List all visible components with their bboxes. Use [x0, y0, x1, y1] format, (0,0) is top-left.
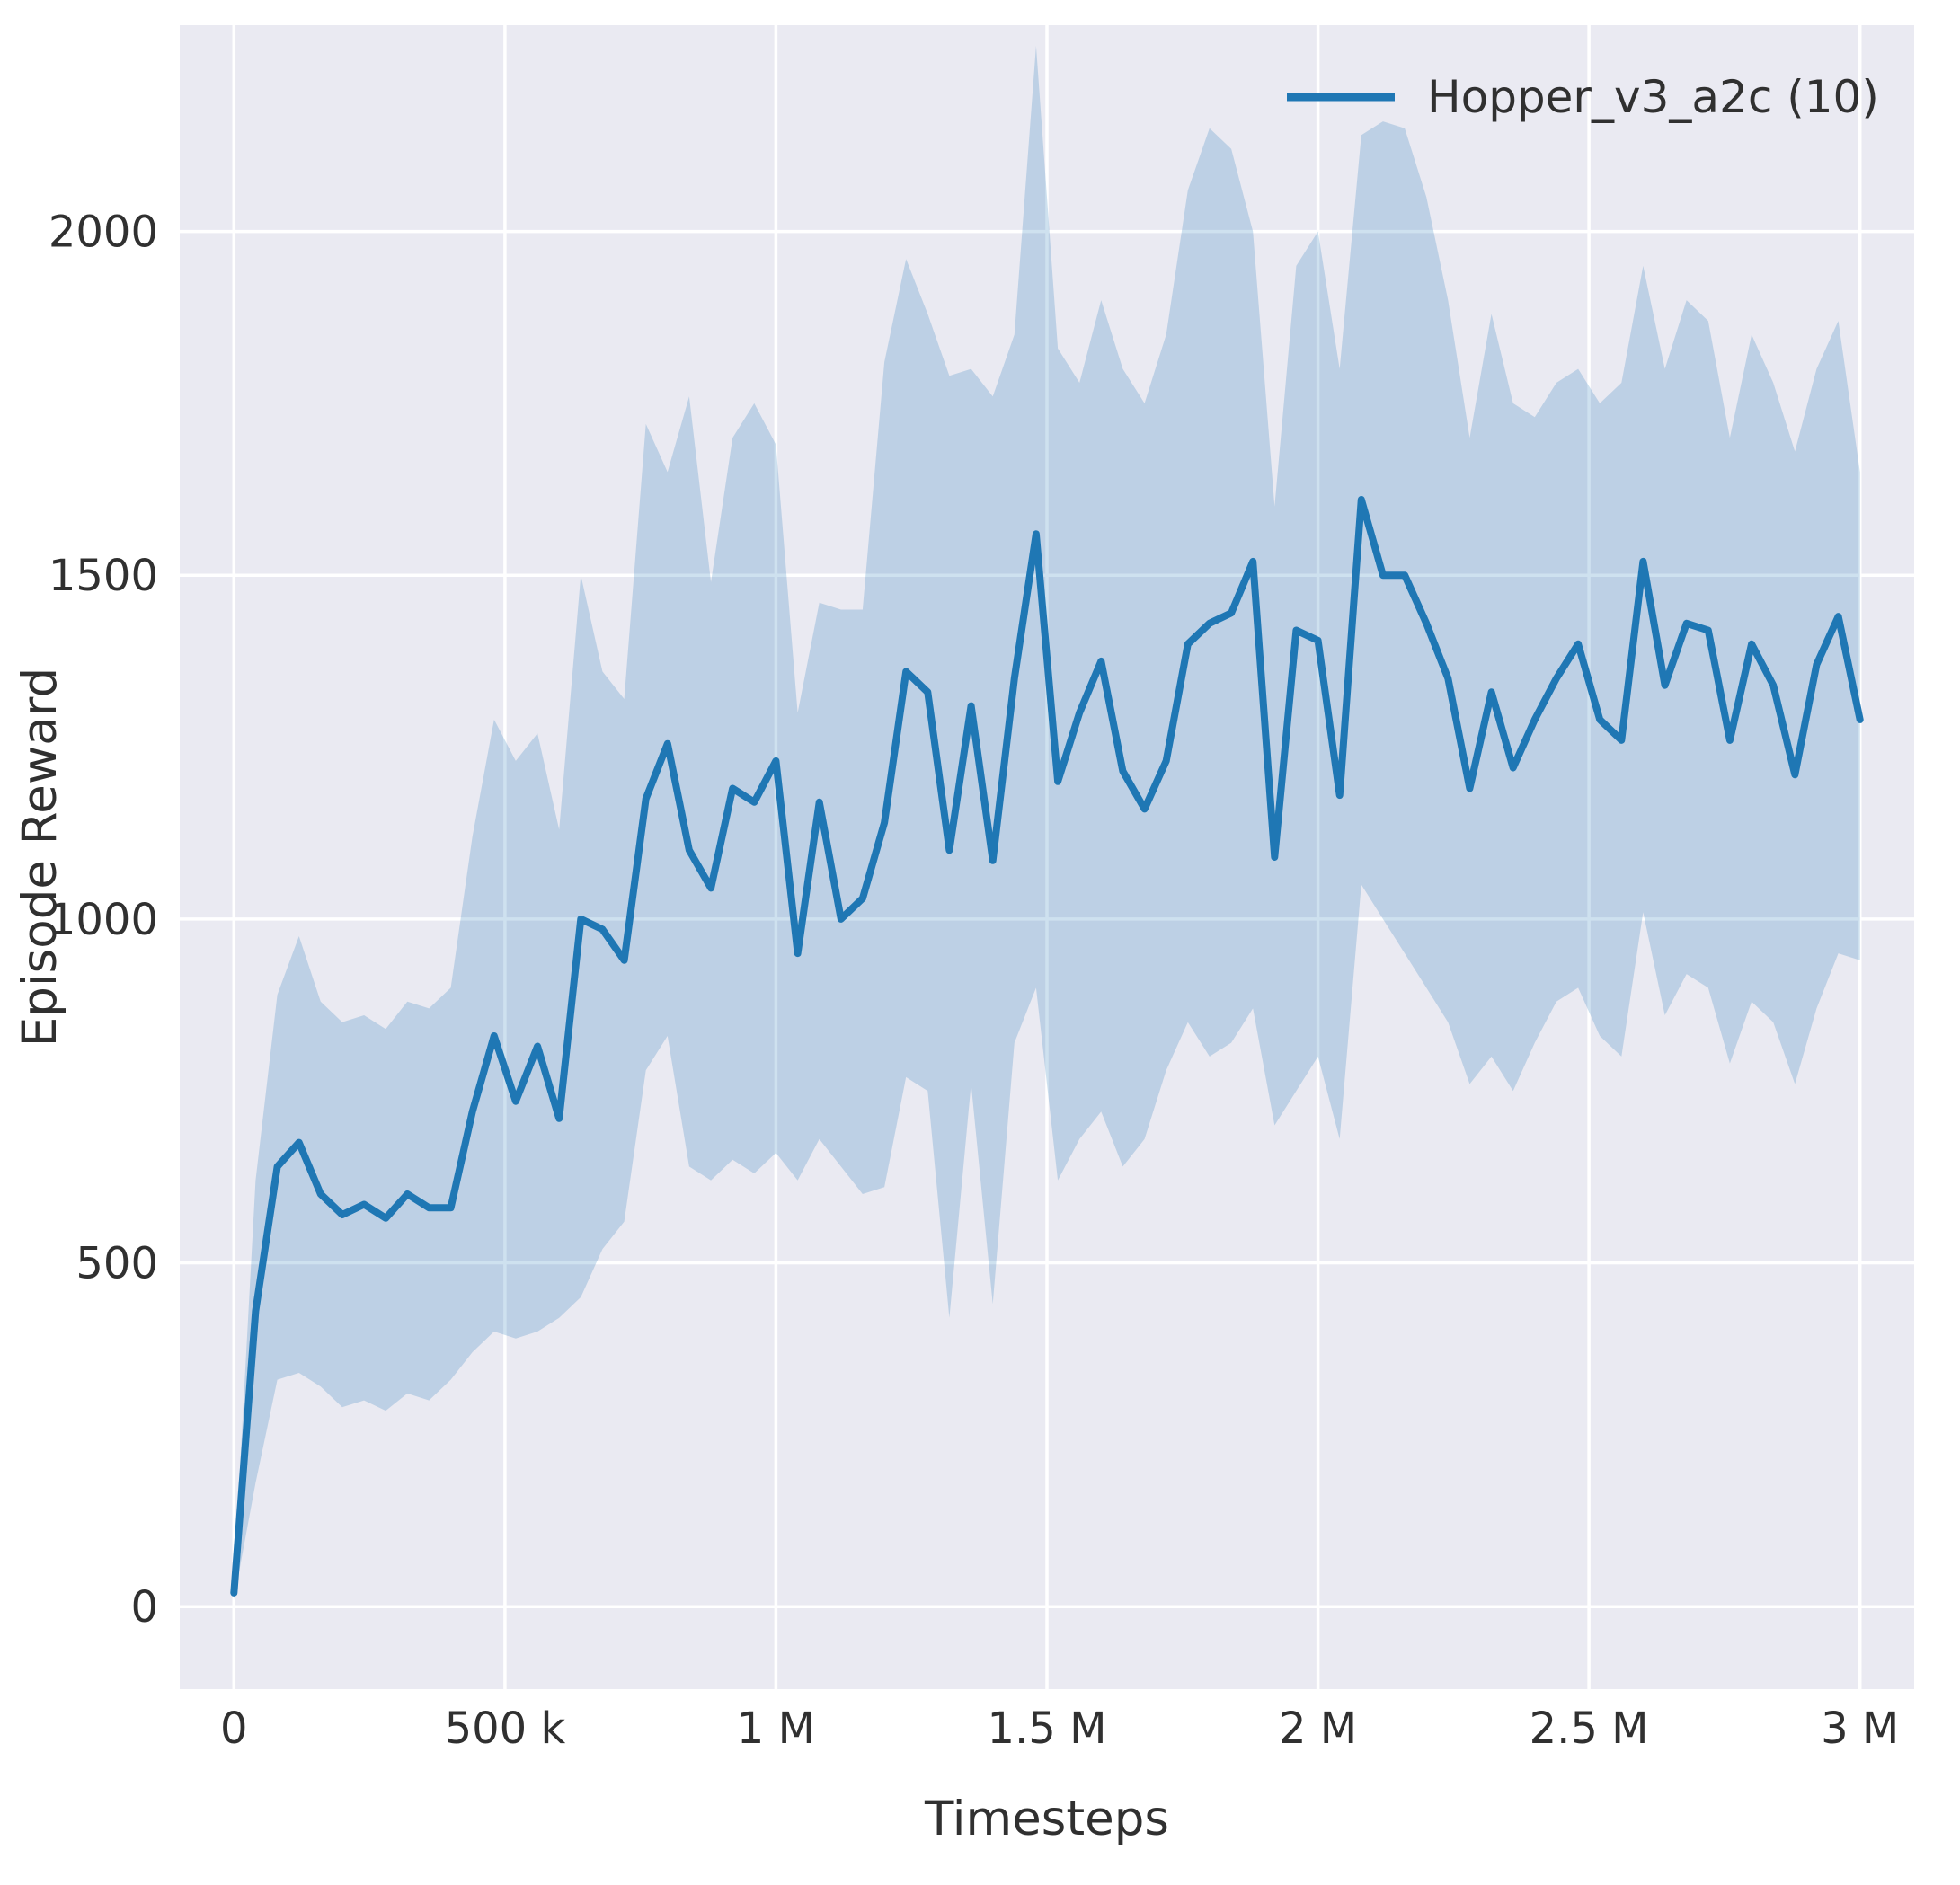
- y-tick-label: 0: [130, 1582, 158, 1633]
- y-tick-label: 1500: [49, 551, 158, 601]
- mean-line: [230, 496, 1864, 1597]
- x-tick-label: 3 M: [1821, 1704, 1899, 1754]
- y-tick-label: 500: [75, 1239, 158, 1289]
- x-tick-label: 1.5 M: [987, 1704, 1106, 1754]
- confidence-band-area: [234, 46, 1860, 1600]
- mean-line-path: [230, 496, 1864, 1597]
- y-axis-label: Episode Reward: [13, 668, 67, 1047]
- legend-label: Hopper_v3_a2c (10): [1427, 71, 1879, 123]
- x-tick-label: 0: [220, 1704, 248, 1754]
- x-tick-label: 2 M: [1279, 1704, 1357, 1754]
- legend: Hopper_v3_a2c (10): [1287, 71, 1879, 123]
- y-tick-labels: 0 500 1000 1500 2000: [49, 208, 158, 1633]
- gridlines: [180, 25, 1914, 1689]
- x-axis-label: Timesteps: [924, 1792, 1169, 1846]
- x-tick-label: 1 M: [737, 1704, 815, 1754]
- y-tick-label: 1000: [49, 895, 158, 945]
- confidence-band: [234, 46, 1860, 1600]
- x-tick-label: 500 k: [445, 1704, 566, 1754]
- x-tick-labels: 0 500 k 1 M 1.5 M 2 M 2.5 M 3 M: [220, 1704, 1899, 1754]
- y-tick-label: 2000: [49, 208, 158, 258]
- x-tick-label: 2.5 M: [1530, 1704, 1649, 1754]
